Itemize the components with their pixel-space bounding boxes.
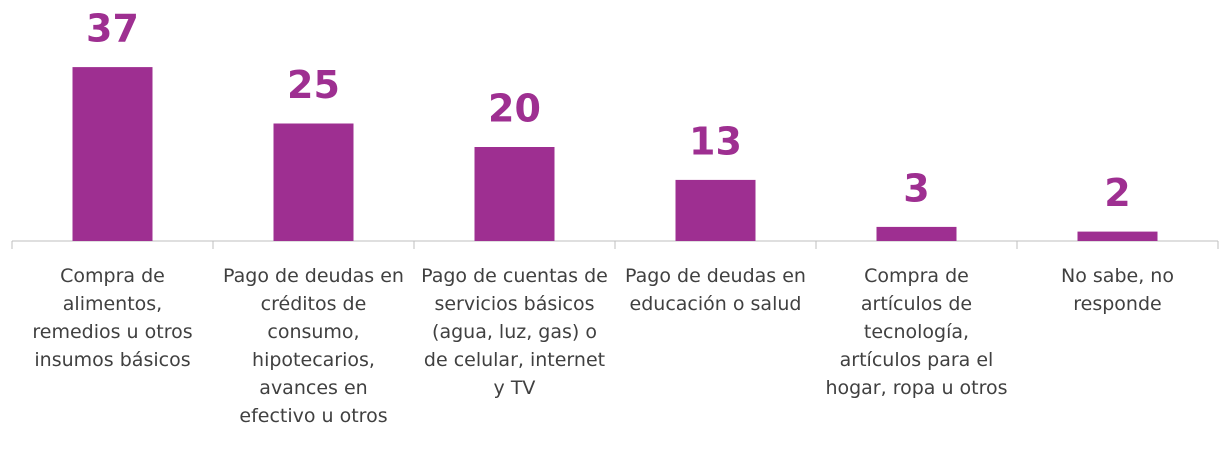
- value-label: 37: [86, 7, 139, 51]
- x-tick-label: Compra de artículos de tecnología, artíc…: [825, 265, 1008, 399]
- value-label: 3: [903, 166, 929, 210]
- x-tick-label: Pago de cuentas de servicios básicos (ag…: [421, 265, 608, 399]
- bar: [72, 67, 153, 241]
- x-tick-label: Compra de alimentos, remedios u otros in…: [32, 265, 193, 371]
- value-label: 20: [488, 87, 541, 131]
- x-tick-label: Pago de deudas en educación o salud: [625, 265, 806, 315]
- bar: [273, 123, 354, 241]
- bar: [876, 226, 957, 241]
- bar: [474, 147, 555, 241]
- value-label: 2: [1104, 171, 1130, 215]
- value-label: 25: [287, 63, 340, 107]
- bar: [1077, 231, 1158, 241]
- x-tick-label: No sabe, no responde: [1061, 265, 1174, 315]
- bar: [675, 179, 756, 241]
- x-tick-label: Pago de deudas en créditos de consumo, h…: [223, 265, 404, 427]
- value-label: 13: [689, 119, 742, 163]
